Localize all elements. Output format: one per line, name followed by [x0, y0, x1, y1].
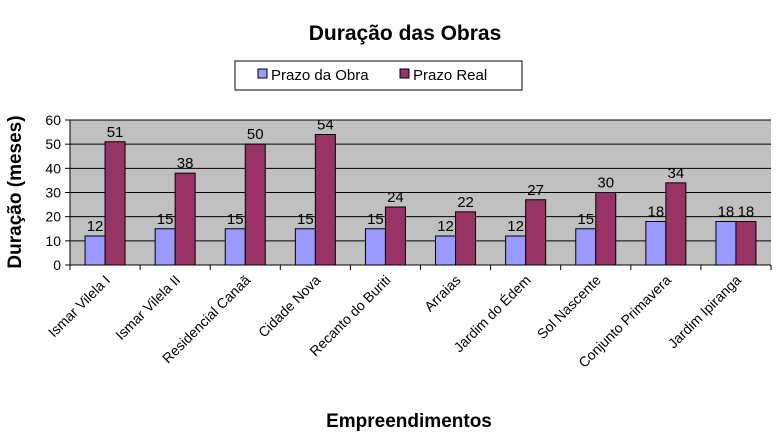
y-axis-title: Duração (meses) [5, 115, 26, 268]
bar-prazo-real [595, 192, 617, 266]
data-label: 18 [718, 204, 735, 221]
data-label: 50 [247, 126, 264, 143]
y-tick-label: 30 [45, 185, 61, 201]
x-category-label: Cidade Nova [255, 272, 324, 341]
bar-prazo-real [525, 199, 547, 266]
bar-prazo-real [104, 141, 126, 266]
legend-box [234, 60, 523, 91]
bar-prazo-da-obra [154, 228, 176, 266]
data-label: 15 [367, 211, 384, 228]
bar-prazo-da-obra [435, 235, 457, 266]
y-tick-labels: 0 10 20 30 40 50 60 [45, 112, 61, 273]
y-tick-label: 40 [45, 160, 61, 176]
legend-label: Prazo Real [413, 67, 487, 84]
x-axis-title: Empreendimentos [326, 411, 492, 432]
data-label: 12 [87, 218, 104, 235]
data-label: 30 [597, 175, 614, 192]
data-label: 51 [107, 124, 124, 141]
bar-prazo-real [665, 182, 687, 266]
x-category-label: Ismar Vilela I [45, 272, 113, 340]
data-label: 12 [507, 218, 524, 235]
legend-swatch [399, 68, 410, 79]
x-category-label: Jardim Ipiranga [665, 272, 745, 352]
data-label: 12 [437, 218, 454, 235]
bar-prazo-da-obra [645, 221, 667, 266]
bar-prazo-da-obra [575, 228, 597, 266]
bars [84, 134, 757, 266]
data-label: 38 [177, 155, 194, 172]
bar-prazo-da-obra [364, 228, 386, 266]
y-tick-label: 0 [53, 257, 61, 273]
legend-swatch [257, 68, 268, 79]
data-label: 18 [738, 204, 755, 221]
data-label: 34 [668, 165, 685, 182]
data-label: 54 [317, 117, 334, 134]
y-tick-label: 50 [45, 136, 61, 152]
data-label: 15 [227, 211, 244, 228]
data-label: 22 [457, 194, 474, 211]
bar-prazo-real [384, 206, 406, 266]
data-label: 15 [157, 211, 174, 228]
axes [65, 119, 772, 270]
x-category-label: Arraias [421, 272, 464, 315]
x-category-label: Sol Nascente [534, 272, 604, 342]
y-tick-label: 20 [45, 209, 61, 225]
data-label: 15 [297, 211, 314, 228]
legend: Prazo da Obra Prazo Real [234, 60, 523, 91]
data-label: 24 [387, 189, 404, 206]
bar-prazo-da-obra [715, 221, 737, 266]
data-label: 27 [527, 182, 544, 199]
x-category-labels: Ismar Vilela I Ismar Vilela IIResidencial… [45, 272, 744, 371]
bar-prazo-da-obra [505, 235, 527, 266]
data-label: 18 [648, 204, 665, 221]
bar-prazo-da-obra [84, 235, 106, 266]
bar-prazo-real [174, 172, 196, 266]
bar-prazo-da-obra [294, 228, 316, 266]
bar-prazo-da-obra [224, 228, 246, 266]
data-label: 15 [577, 211, 594, 228]
legend-label: Prazo da Obra [271, 67, 369, 84]
bar-prazo-real [455, 211, 477, 266]
x-category-label: Ismar Vilela II [112, 272, 183, 343]
bar-prazo-real [314, 134, 336, 266]
x-category-label: Jardim do Édem [450, 272, 533, 355]
bar-prazo-real [244, 143, 266, 266]
y-tick-label: 60 [45, 112, 61, 128]
chart-title: Duração das Obras [309, 22, 502, 45]
bar-prazo-real [735, 221, 757, 266]
y-tick-label: 10 [45, 233, 61, 249]
